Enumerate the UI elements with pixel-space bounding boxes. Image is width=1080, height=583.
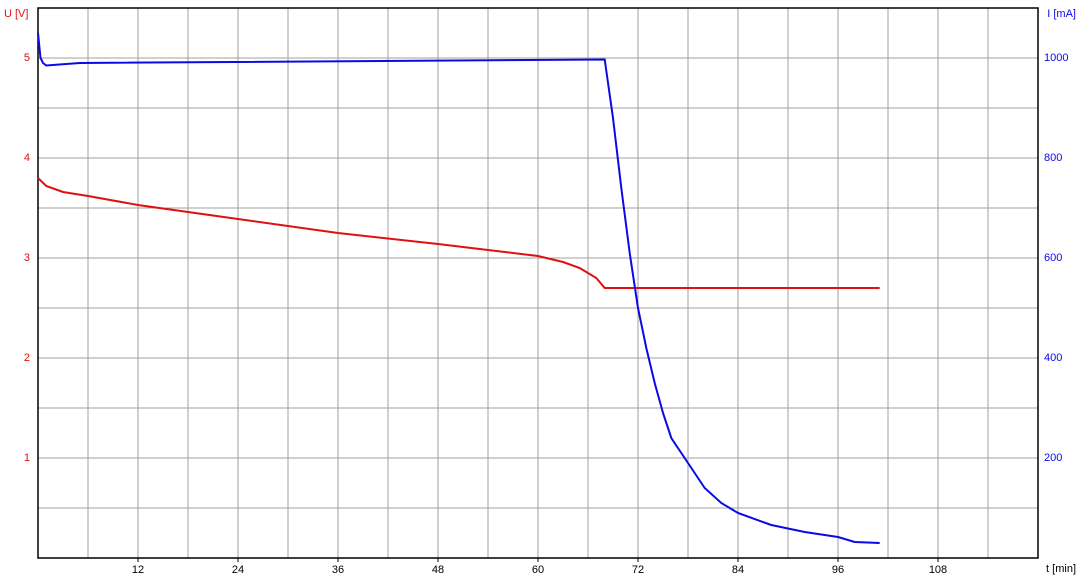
x-tick-label: 48 [432,564,444,576]
x-axis-label: t [min] [1046,563,1076,575]
y-tick-label: 5 [24,52,30,64]
x-tick-label: 72 [632,564,644,576]
x-tick-label: 60 [532,564,544,576]
y-tick-label: 2 [24,352,30,364]
y-tick-label: 4 [24,152,30,164]
x-tick-label: 12 [132,564,144,576]
data-line [37,177,880,289]
x-tick-label: 84 [732,564,744,576]
x-tick-label: 108 [929,564,947,576]
x-tick-label: 24 [232,564,244,576]
y2-tick-label: 1000 [1044,52,1068,64]
y2-tick-label: 200 [1044,452,1062,464]
y2-tick-label: 400 [1044,352,1062,364]
data-line [37,32,880,544]
x-tick-label: 96 [832,564,844,576]
y2-tick-label: 800 [1044,152,1062,164]
y-tick-label: 1 [24,452,30,464]
y-axis-label: U [V] [4,8,28,20]
y2-axis-label: I [mA] [1047,8,1076,20]
x-tick-label: 36 [332,564,344,576]
y-tick-label: 3 [24,252,30,264]
y2-tick-label: 600 [1044,252,1062,264]
